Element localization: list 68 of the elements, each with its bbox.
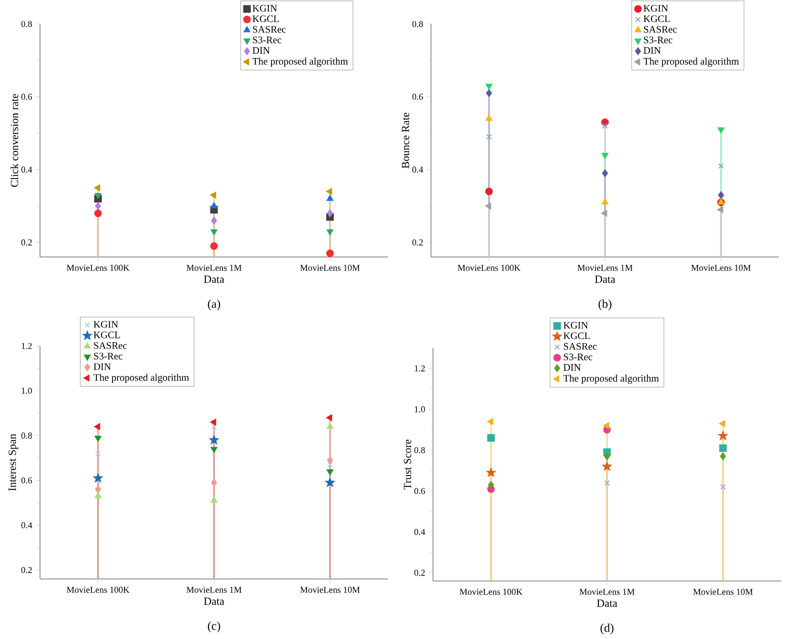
legend-label: KGIN [252, 4, 277, 12]
legend-label: KGIN [564, 322, 588, 329]
y-tick-label: 0.8 [414, 447, 425, 454]
x-axis-title: Data [596, 600, 618, 607]
y-tick-label: 1.2 [22, 342, 32, 350]
legend-label: SASRec [94, 342, 127, 349]
legend-label: KGCL [644, 15, 670, 22]
y-axis-title: Bounce Rate [402, 112, 410, 168]
legend-label: KGCL [94, 332, 120, 338]
x-tick-label: MovieLens 10M [691, 264, 751, 271]
legend-label: KGCL [564, 332, 590, 340]
y-axis-title: Interest Span [8, 434, 18, 491]
y-tick-label: 0.6 [21, 477, 32, 484]
y-tick-label: 0.4 [21, 166, 32, 173]
legend-label: KGIN [94, 321, 118, 328]
legend-label: The proposed algorithm [563, 374, 659, 384]
legend-label: SASRec [644, 26, 677, 33]
y-tick-label: 1.0 [22, 388, 32, 394]
legend-label: S3-Rec [564, 354, 592, 360]
y-tick-label: 0.2 [21, 239, 32, 246]
x-axis-title: Data [594, 276, 616, 283]
text: (c) [208, 622, 220, 632]
y-tick-label: 1.0 [414, 406, 425, 412]
x-tick-label: MovieLens 1M [186, 264, 242, 271]
x-tick-label: MovieLens 100K [66, 264, 130, 271]
text: (d) [600, 624, 614, 634]
legend-label: S3-Rec [94, 352, 122, 360]
legend-label: The proposed algorithm [94, 374, 189, 383]
text: (b) [598, 300, 612, 310]
x-tick-label: MovieLens 100K [460, 588, 522, 595]
x-tick-label: MovieLens 10M [300, 264, 360, 271]
x-tick-label: MovieLens 1M [186, 586, 242, 593]
legend-label: SASRec [252, 26, 286, 33]
legend-label: DIN [94, 363, 111, 370]
y-tick-label: 0.4 [412, 166, 424, 173]
y-tick-label: 0.4 [21, 522, 32, 528]
legend-label: SASRec [564, 343, 597, 350]
text: (a) [208, 300, 220, 310]
legend-label: KGCL [252, 15, 279, 22]
y-tick-label: 0.8 [21, 20, 32, 28]
x-tick-label: MovieLens 10M [300, 586, 360, 593]
y-tick-label: 0.2 [21, 566, 32, 574]
legend-label: DIN [252, 47, 270, 54]
x-tick-label: MovieLens 1M [580, 588, 635, 595]
x-tick-label: MovieLens 100K [66, 586, 130, 593]
legend-label: S3-Rec [252, 36, 282, 44]
y-tick-label: 0.2 [414, 570, 425, 576]
x-axis-title: Data [204, 276, 224, 283]
legend-label: S3-Rec [644, 36, 672, 44]
x-tick-label: MovieLens 1M [578, 264, 633, 271]
x-tick-label: MovieLens 100K [458, 264, 520, 271]
y-tick-label: 0.8 [412, 20, 423, 28]
y-tick-label: 0.2 [412, 239, 423, 246]
legend-label: DIN [564, 364, 581, 371]
y-tick-label: 0.6 [414, 488, 425, 494]
legend-label: The proposed algorithm [252, 58, 348, 67]
legend-label: DIN [644, 47, 661, 54]
y-axis-title: Trust Score [404, 440, 412, 490]
y-tick-label: 0.4 [414, 528, 426, 535]
y-tick-label: 0.6 [412, 94, 423, 100]
y-tick-label: 0.8 [21, 432, 32, 439]
x-axis-title: Data [204, 598, 224, 605]
y-tick-label: 0.6 [21, 94, 32, 100]
y-axis-title: Click conversion rate [10, 94, 18, 187]
x-tick-label: MovieLens 10M [693, 588, 753, 595]
y-tick-label: 1.2 [414, 365, 425, 372]
legend-label: The proposed algorithm [643, 58, 739, 67]
legend-label: KGIN [644, 4, 668, 12]
